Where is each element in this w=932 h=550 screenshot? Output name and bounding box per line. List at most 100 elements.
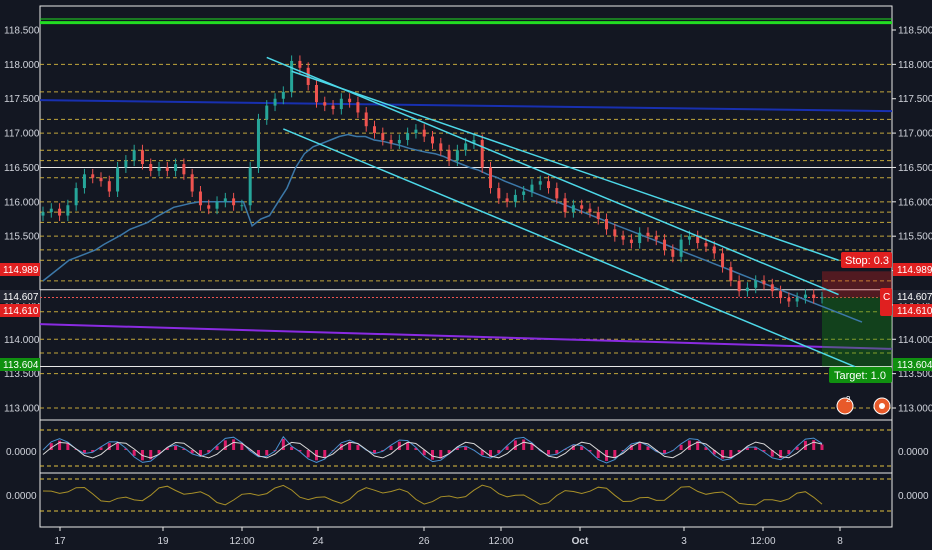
candle[interactable] [754,280,758,288]
candle[interactable] [629,239,633,244]
candle[interactable] [762,280,766,285]
candle[interactable] [621,236,625,240]
candle[interactable] [745,287,749,292]
candle[interactable] [646,232,650,237]
candle[interactable] [696,236,700,244]
candle[interactable] [265,105,269,120]
candle[interactable] [563,198,567,213]
candle[interactable] [348,98,352,103]
candle[interactable] [41,212,45,216]
candle[interactable] [580,205,584,209]
candle[interactable] [132,150,136,161]
candle[interactable] [671,249,675,257]
candle[interactable] [140,150,144,165]
candle[interactable] [372,126,376,134]
candle[interactable] [439,143,443,151]
candle[interactable] [149,164,153,171]
candle[interactable] [687,236,691,240]
candle[interactable] [49,208,53,213]
candle[interactable] [207,205,211,209]
candle[interactable] [737,280,741,292]
candle[interactable] [605,219,609,230]
candle[interactable] [298,60,302,68]
candle[interactable] [215,201,219,209]
candle[interactable] [613,229,617,237]
candle[interactable] [522,191,526,195]
candle[interactable] [364,112,368,127]
candle[interactable] [489,167,493,189]
channel-line-1[interactable] [266,56,839,296]
candle[interactable] [571,205,575,213]
candle[interactable] [174,164,178,171]
candle[interactable] [472,139,476,144]
channel-line-3[interactable] [291,70,839,261]
candle[interactable] [455,150,459,161]
candle[interactable] [99,177,103,182]
candle[interactable] [82,174,86,189]
entry-label[interactable]: C [880,288,892,316]
candle[interactable] [588,208,592,213]
candle[interactable] [58,208,62,216]
purple-trend-line[interactable] [39,323,893,350]
candle[interactable] [663,239,667,250]
candle[interactable] [820,297,824,299]
candle[interactable] [480,139,484,168]
target-label[interactable]: Target: 1.0 [829,367,892,383]
channel-line-2[interactable] [283,128,856,368]
candle[interactable] [107,181,111,192]
candle[interactable] [530,184,534,192]
candle[interactable] [447,150,451,161]
candle[interactable] [497,188,501,199]
candle[interactable] [704,243,708,247]
candle[interactable] [389,139,393,144]
candle[interactable] [356,102,360,113]
candle[interactable] [803,294,807,299]
blue-trend-line[interactable] [39,99,893,113]
candle[interactable] [538,181,542,185]
candle[interactable] [729,267,733,281]
candle[interactable] [182,164,186,175]
candle[interactable] [256,119,260,168]
candle[interactable] [638,232,642,244]
candle[interactable] [547,181,551,189]
candle[interactable] [596,212,600,219]
candle[interactable] [464,143,468,151]
candle[interactable] [505,198,509,202]
candle[interactable] [414,129,418,134]
candle[interactable] [795,298,799,302]
candle[interactable] [157,167,161,171]
candle[interactable] [198,191,202,206]
candle[interactable] [124,160,128,168]
candle[interactable] [240,205,244,207]
candle[interactable] [339,98,343,110]
candle[interactable] [712,246,716,254]
candle[interactable] [431,136,434,144]
event-flag-icon[interactable]: 2 [836,395,854,415]
candle[interactable] [331,105,335,110]
candle[interactable] [232,198,236,206]
candle[interactable] [273,98,277,106]
candle[interactable] [787,298,791,302]
candle[interactable] [190,174,194,192]
candle[interactable] [66,205,70,216]
candle[interactable] [555,188,559,199]
candle[interactable] [513,194,517,202]
candle[interactable] [223,198,227,202]
candle[interactable] [406,133,410,140]
candle[interactable] [290,60,294,92]
green-level-line[interactable] [40,21,892,25]
candle[interactable] [91,174,95,178]
candle[interactable] [74,188,78,206]
candle[interactable] [397,139,401,144]
candle[interactable] [721,253,725,268]
candle[interactable] [654,236,658,240]
candle[interactable] [422,129,426,137]
candle[interactable] [281,91,285,99]
candle[interactable] [779,291,783,299]
candle[interactable] [248,167,252,206]
event-flag-icon[interactable] [873,397,891,415]
candle[interactable] [770,284,774,292]
candle[interactable] [165,167,169,171]
candle[interactable] [323,102,327,106]
